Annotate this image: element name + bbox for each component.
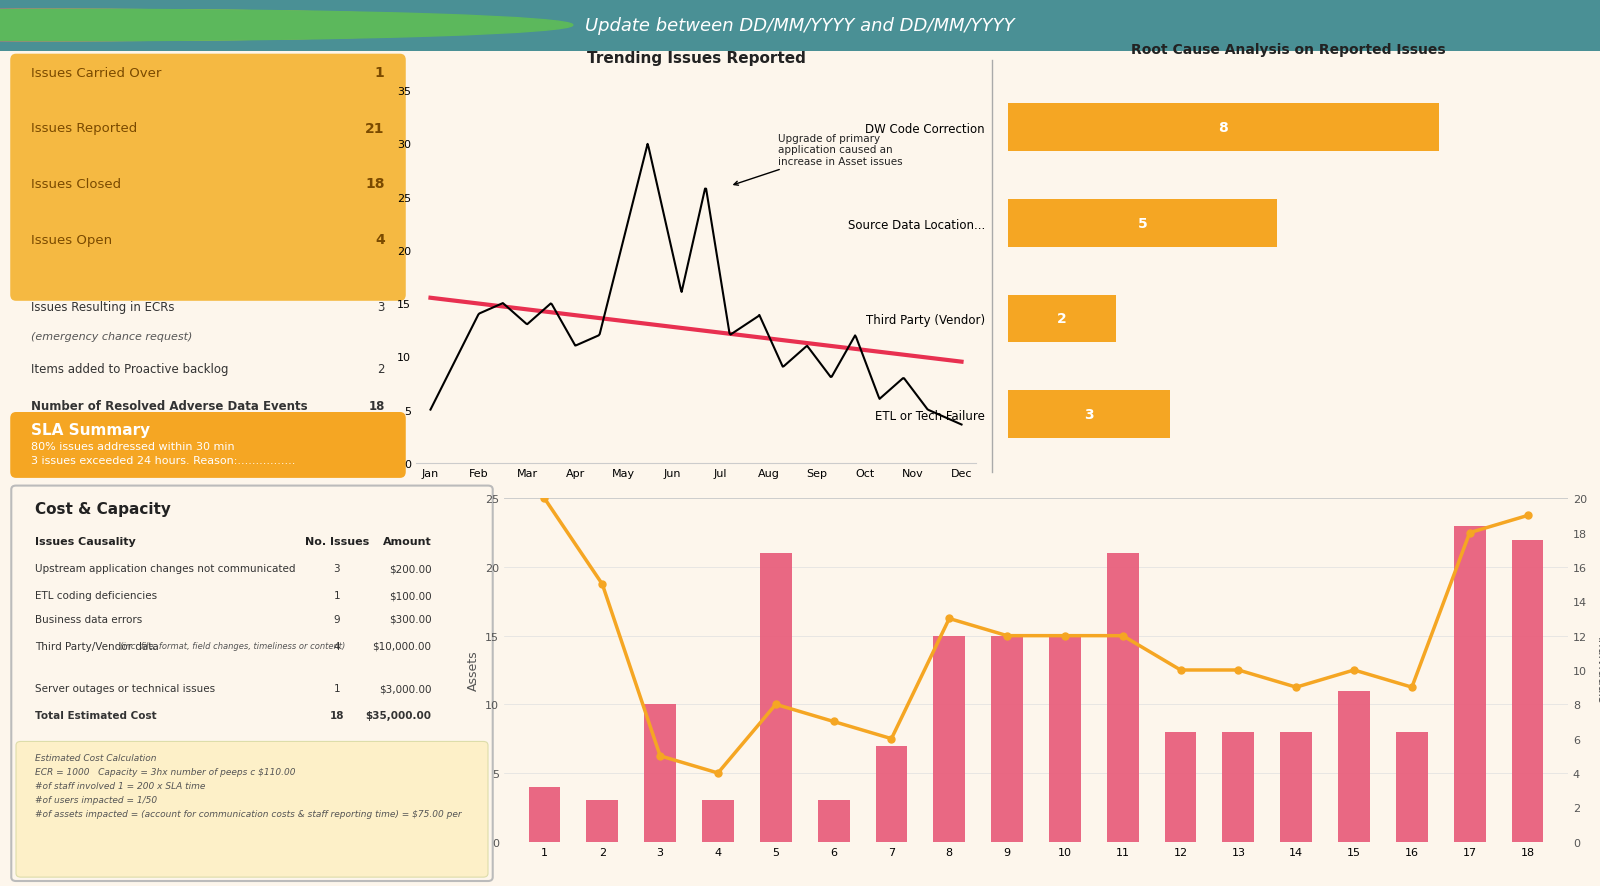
Bar (1050, 636, 1082, 842)
Text: Amount: Amount (382, 536, 432, 547)
Text: Business data errors: Business data errors (35, 614, 142, 624)
Text: 1: 1 (334, 683, 341, 694)
Bar (528, 787, 560, 842)
Text: Issues Open: Issues Open (32, 233, 112, 246)
Title: Root Cause Analysis on Reported Issues: Root Cause Analysis on Reported Issues (1131, 43, 1445, 57)
Text: Number of Resolved Adverse Data Events: Number of Resolved Adverse Data Events (32, 400, 307, 413)
Bar (1008, 295, 1115, 343)
Text: 1: 1 (334, 591, 341, 601)
Bar (1395, 732, 1427, 842)
Text: ETL coding deficiencies: ETL coding deficiencies (35, 591, 157, 601)
Bar (990, 636, 1022, 842)
Text: Issues Reported: Issues Reported (32, 122, 138, 136)
Text: 18: 18 (330, 711, 344, 720)
Circle shape (0, 11, 515, 42)
Text: 2: 2 (378, 363, 384, 376)
FancyBboxPatch shape (10, 413, 406, 478)
Text: 3: 3 (1085, 408, 1094, 422)
Y-axis label: Individuals: Individuals (1594, 636, 1600, 704)
Text: 21: 21 (365, 121, 384, 136)
Text: (inc. file, format, field changes, timeliness or content): (inc. file, format, field changes, timel… (120, 641, 346, 650)
Bar (1338, 691, 1370, 842)
Text: 3 issues exceeded 24 hours. Reason:................: 3 issues exceeded 24 hours. Reason:.....… (32, 455, 296, 466)
Text: Estimated Cost Calculation
ECR = 1000   Capacity = 3hx number of peeps c $110.00: Estimated Cost Calculation ECR = 1000 Ca… (35, 753, 461, 818)
Bar (1008, 104, 1438, 152)
Bar (1512, 540, 1544, 842)
Text: $100.00: $100.00 (389, 591, 432, 601)
Text: 2: 2 (1058, 312, 1067, 326)
Text: $10,000.00: $10,000.00 (373, 641, 432, 651)
Text: 9: 9 (334, 614, 341, 624)
Bar (875, 746, 907, 842)
Bar (587, 801, 618, 842)
Y-axis label: Assets: Assets (467, 650, 480, 690)
Text: 80% issues addressed within 30 min: 80% issues addressed within 30 min (32, 441, 235, 451)
Text: $300.00: $300.00 (389, 614, 432, 624)
Text: Issues Resulting in ECRs: Issues Resulting in ECRs (32, 301, 174, 315)
Text: Issues Causality: Issues Causality (35, 536, 136, 547)
Text: $200.00: $200.00 (389, 563, 432, 573)
Text: Cost & Capacity: Cost & Capacity (35, 501, 171, 517)
FancyBboxPatch shape (10, 55, 406, 301)
Text: Items added to Proactive backlog: Items added to Proactive backlog (32, 363, 229, 376)
Text: SLA Summary: SLA Summary (32, 423, 150, 438)
Bar (1280, 732, 1312, 842)
Text: 5: 5 (1138, 216, 1147, 230)
Bar (645, 704, 677, 842)
Bar (702, 801, 734, 842)
Circle shape (0, 11, 573, 42)
Text: Upgrade of primary
application caused an
increase in Asset issues: Upgrade of primary application caused an… (734, 134, 902, 186)
Bar (933, 636, 965, 842)
Text: No. Issues: No. Issues (306, 536, 370, 547)
Text: Third Party/Vendor data: Third Party/Vendor data (35, 641, 158, 651)
Text: 3: 3 (334, 563, 341, 573)
Text: 4: 4 (334, 641, 341, 651)
Text: 18: 18 (368, 400, 384, 413)
Text: 4: 4 (374, 233, 384, 246)
Text: Issues Carried Over: Issues Carried Over (32, 66, 162, 80)
Text: Upstream application changes not communicated: Upstream application changes not communi… (35, 563, 296, 573)
Bar (760, 554, 792, 842)
Text: 3: 3 (378, 301, 384, 315)
Bar (1165, 732, 1197, 842)
FancyBboxPatch shape (16, 742, 488, 877)
Text: Issues Closed: Issues Closed (32, 178, 122, 190)
Text: $35,000.00: $35,000.00 (365, 711, 432, 720)
Bar (1107, 554, 1139, 842)
FancyBboxPatch shape (11, 486, 493, 881)
Text: 1: 1 (374, 66, 384, 80)
Text: Total Estimated Cost: Total Estimated Cost (35, 711, 157, 720)
Circle shape (0, 11, 544, 42)
Text: $3,000.00: $3,000.00 (379, 683, 432, 694)
Text: 18: 18 (365, 177, 384, 191)
Bar (1222, 732, 1254, 842)
Bar (1454, 526, 1485, 842)
Text: Server outages or technical issues: Server outages or technical issues (35, 683, 214, 694)
Bar (1008, 199, 1277, 247)
Title: Trending Issues Reported: Trending Issues Reported (587, 51, 805, 66)
Bar (818, 801, 850, 842)
Text: 8: 8 (1219, 120, 1229, 135)
Bar (1008, 391, 1170, 439)
Text: (emergency chance request): (emergency chance request) (32, 331, 192, 341)
Text: Update between DD/MM/YYYY and DD/MM/YYYY: Update between DD/MM/YYYY and DD/MM/YYYY (586, 17, 1014, 35)
